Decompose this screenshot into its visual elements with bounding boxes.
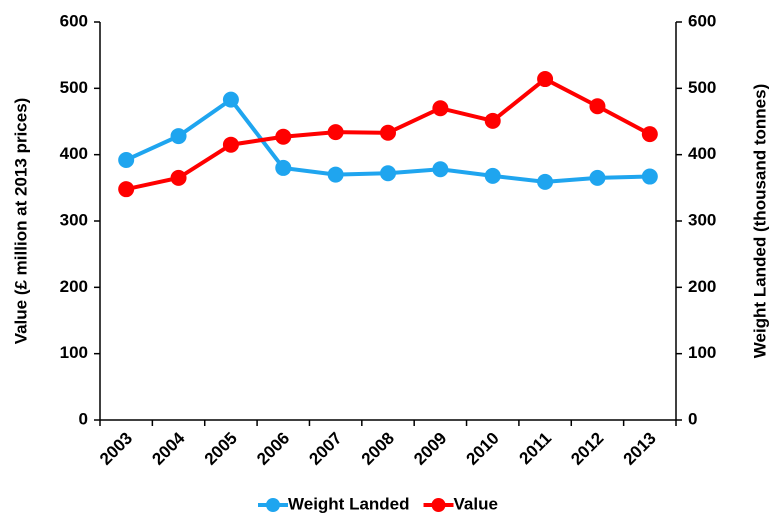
x-tick-label: 2007 [305,429,345,469]
y2-tick-label: 200 [688,277,716,296]
y2-axis-title: Weight Landed (thousand tonnes) [750,84,769,359]
x-tick-label: 2011 [516,429,556,469]
marker [222,91,239,108]
x-tick-label: 2009 [410,429,450,469]
y-tick-label: 600 [60,11,88,30]
marker [432,161,449,178]
x-tick-label: 2004 [148,428,189,469]
y2-tick-label: 300 [688,210,716,229]
marker [641,168,658,185]
marker [641,126,658,143]
marker [275,159,292,176]
y-tick-label: 100 [60,343,88,362]
y2-tick-label: 600 [688,11,716,30]
y2-tick-label: 400 [688,144,716,163]
marker [432,100,449,117]
y-axis-title: Value (£ million at 2013 prices) [11,98,30,345]
legend-marker [266,498,280,512]
y-tick-label: 500 [60,78,88,97]
marker [484,167,501,184]
marker [170,128,187,145]
y-tick-label: 400 [60,144,88,163]
x-tick-label: 2003 [96,429,136,469]
x-tick-label: 2013 [620,429,660,469]
y-tick-label: 300 [60,210,88,229]
marker [222,136,239,153]
marker [537,71,554,88]
y-tick-label: 200 [60,277,88,296]
marker [327,124,344,141]
marker [589,169,606,186]
legend-marker [431,498,446,512]
marker [589,98,606,115]
x-tick-label: 2012 [567,429,607,469]
marker [537,173,554,190]
x-tick-label: 2006 [253,429,293,469]
marker [118,181,135,198]
marker [484,112,501,129]
legend-label: Value [454,494,498,513]
legend-label: Weight Landed [288,494,410,513]
y2-tick-label: 500 [688,78,716,97]
x-tick-label: 2008 [358,429,398,469]
marker [380,165,396,182]
x-tick-label: 2010 [463,429,503,469]
marker [380,124,396,141]
marker [170,169,187,186]
y2-tick-label: 100 [688,343,716,362]
marker [275,128,292,145]
y2-tick-label: 0 [688,409,697,428]
marker [118,151,135,168]
marker [327,166,344,183]
y-tick-label: 0 [79,409,88,428]
x-tick-label: 2005 [201,429,241,469]
